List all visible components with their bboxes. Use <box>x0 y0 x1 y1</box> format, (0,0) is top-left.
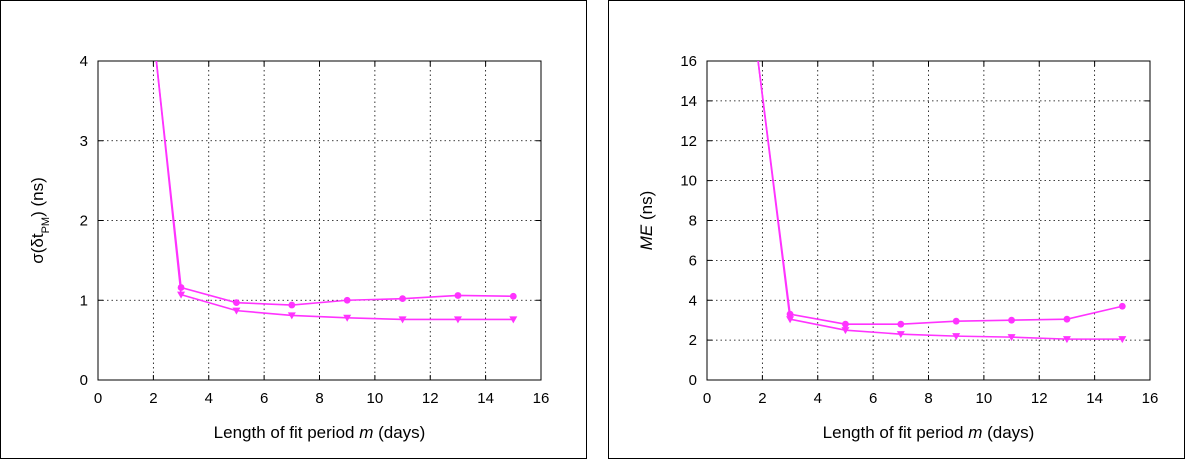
right-ytick-label: 6 <box>689 252 697 269</box>
left-ytick-label: 1 <box>80 292 88 309</box>
right-ytick-label: 16 <box>680 53 697 70</box>
left-ytick-label: 0 <box>80 372 88 389</box>
right-series-0-point <box>1063 315 1071 323</box>
right-series-1-point <box>786 316 795 324</box>
chart-right-svg: 0 2 4 6 8 10 12 14 16 0 2 4 6 8 10 12 14 16 Length of fit … <box>637 53 1159 442</box>
right-xtick-label: 2 <box>758 390 766 407</box>
left-xtick-label: 10 <box>367 390 384 407</box>
left-xtick-label: 0 <box>94 390 102 407</box>
chart-panel-right: 0 2 4 6 8 10 12 14 16 0 2 4 6 8 10 12 14 16 Length of fit … <box>608 0 1185 459</box>
left-xtick-label: 8 <box>315 390 323 407</box>
left-xtick-label: 14 <box>477 390 494 407</box>
right-xlabel: Length of fit period m (days) <box>823 423 1035 442</box>
right-xtick-label: 8 <box>924 390 932 407</box>
right-ytick-label: 12 <box>680 133 697 150</box>
left-series-1-line <box>155 61 514 321</box>
left-series-1-point <box>453 316 462 324</box>
left-xtick-label: 4 <box>205 390 213 407</box>
left-series-0-line <box>155 61 514 306</box>
right-ytick-label: 2 <box>689 332 697 349</box>
left-series-0-point <box>509 292 517 300</box>
left-xtick-label: 16 <box>533 390 550 407</box>
left-plot-frame <box>97 60 542 381</box>
left-series-0-point <box>343 296 351 304</box>
left-series-1-point <box>509 316 518 324</box>
left-series-1-point <box>232 307 241 315</box>
right-series-1-point <box>952 333 961 341</box>
right-xtick-label: 4 <box>814 390 822 407</box>
left-series-1-point <box>398 316 407 324</box>
right-xtick-label: 0 <box>703 390 711 407</box>
right-series-1 <box>757 61 1127 344</box>
right-series-1-point <box>1118 336 1127 344</box>
right-series-0-point <box>897 320 905 328</box>
right-xtick-label: 6 <box>869 390 877 407</box>
right-series-1-point <box>1062 336 1071 344</box>
right-ytick-label: 0 <box>689 372 697 389</box>
left-series-0 <box>155 61 517 309</box>
right-series-0-point <box>1008 316 1015 324</box>
right-series-1-point <box>896 331 905 339</box>
right-series-0 <box>757 61 1126 328</box>
right-series-0-line <box>757 61 1123 325</box>
left-ylabel: σ(δtPM) (ns) <box>28 177 52 264</box>
left-series-1 <box>155 61 518 324</box>
right-series-1-line <box>757 61 1123 340</box>
left-series-0-point <box>288 301 296 309</box>
right-ytick-label: 10 <box>680 173 697 190</box>
right-ytick-label: 8 <box>689 213 697 230</box>
left-ytick-label: 4 <box>80 53 88 70</box>
left-series-0-point <box>233 299 240 307</box>
right-xtick-label: 12 <box>1031 390 1048 407</box>
left-ytick-label: 3 <box>80 133 88 150</box>
right-xtick-label: 14 <box>1086 390 1103 407</box>
left-series-0-point <box>399 295 406 303</box>
left-series-0-point <box>454 292 462 299</box>
left-series-1-point <box>177 291 186 299</box>
left-series-1-point <box>343 314 352 322</box>
left-xtick-label: 2 <box>149 390 157 407</box>
right-plot-frame <box>706 60 1151 381</box>
left-ytick-label: 2 <box>80 213 88 230</box>
chart-panel-left: 0 2 4 6 8 10 12 14 16 0 1 2 3 4 Length of fit period m… <box>0 0 587 459</box>
right-xtick-label: 10 <box>976 390 993 407</box>
right-ylabel: ME (ns) <box>637 191 656 251</box>
left-xlabel: Length of fit period m (days) <box>214 423 426 442</box>
right-series-0-point <box>842 320 849 328</box>
left-series-1-point <box>287 312 296 320</box>
right-series-0-point <box>952 317 960 325</box>
right-series-0-point <box>1118 302 1126 310</box>
left-xtick-label: 6 <box>260 390 268 407</box>
right-series-1-point <box>1007 334 1016 342</box>
right-ytick-label: 4 <box>689 292 697 309</box>
left-xtick-label: 12 <box>422 390 439 407</box>
right-xtick-label: 16 <box>1142 390 1159 407</box>
right-series-1-point <box>841 327 850 335</box>
right-ytick-label: 14 <box>680 93 697 110</box>
